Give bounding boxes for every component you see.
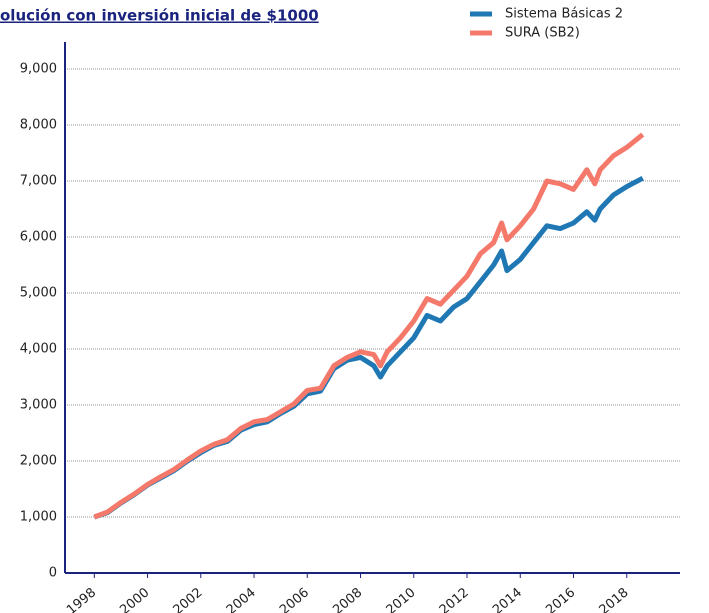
x-tick-label: 2016 bbox=[543, 585, 578, 613]
x-tick-label: 1998 bbox=[64, 585, 99, 613]
x-tick-label: 2000 bbox=[117, 585, 152, 613]
legend-label: Sistema Básicas 2 bbox=[505, 7, 623, 22]
x-tick-label: 2018 bbox=[597, 585, 632, 613]
x-tick-label: 2014 bbox=[490, 585, 525, 613]
chart-title: olución con inversión inicial de $1000 bbox=[0, 7, 319, 25]
y-tick-label: 4,000 bbox=[20, 342, 57, 357]
x-tick-label: 2004 bbox=[224, 585, 259, 613]
y-tick-label: 1,000 bbox=[20, 510, 57, 525]
y-tick-label: 3,000 bbox=[20, 398, 57, 413]
y-tick-label: 6,000 bbox=[20, 230, 57, 245]
x-tick-label: 2008 bbox=[330, 585, 365, 613]
y-tick-label: 8,000 bbox=[20, 118, 57, 133]
legend: Sistema Básicas 2 SURA (SB2) bbox=[470, 7, 623, 41]
x-tick-label: 2006 bbox=[277, 585, 312, 613]
x-tick-label: 2012 bbox=[437, 585, 472, 613]
x-tick-label: 2002 bbox=[171, 585, 206, 613]
y-tick-label: 7,000 bbox=[20, 174, 57, 189]
series-line bbox=[93, 132, 645, 520]
legend-label: SURA (SB2) bbox=[505, 26, 580, 41]
y-tick-label: 5,000 bbox=[20, 286, 57, 301]
y-tick-label: 2,000 bbox=[20, 454, 57, 469]
x-tick-label: 2010 bbox=[384, 585, 419, 613]
y-tick-label: 9,000 bbox=[20, 62, 57, 77]
y-tick-label: 0 bbox=[49, 566, 57, 581]
